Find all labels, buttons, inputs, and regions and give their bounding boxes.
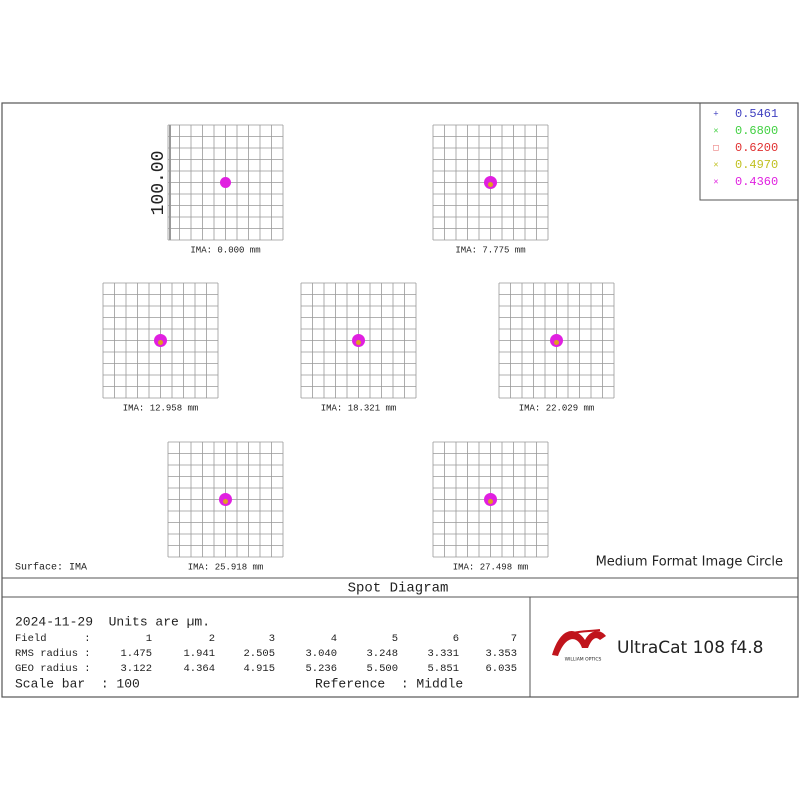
table-cell: 2.505 [243,648,275,660]
table-cell: 5.851 [427,663,459,675]
product-name: UltraCat 108 f4.8 [617,638,763,658]
field-label: IMA: 22.029 mm [519,403,595,413]
field-label: IMA: 18.321 mm [321,403,397,413]
legend-label: 0.6200 [735,141,778,155]
table-cell: 2 [209,633,215,645]
row-label: RMS radius : [15,648,91,660]
logo-brand: WILLIAM OPTICS [565,657,602,663]
surface-label: Surface: IMA [15,562,87,574]
title: Spot Diagram [348,581,449,597]
table-cell: 1.475 [120,648,152,660]
table-cell: 3 [269,633,275,645]
frame [1,102,799,698]
table-cell: 5.500 [366,663,398,675]
legend-symbol: + [713,109,718,119]
spot-core [356,340,361,345]
table-cell: 3.122 [120,663,152,675]
row-label: Field : [15,633,91,645]
table-cell: 5 [392,633,398,645]
table-cell: 6 [453,633,459,645]
legend-label: 0.4360 [735,175,778,189]
table-cell: 1.941 [183,648,215,660]
table-cell: 3.331 [427,648,459,660]
field-label: IMA: 27.498 mm [453,562,529,572]
spot [220,177,231,188]
caption: Medium Format Image Circle [596,555,783,570]
reference-text: Reference : Middle [315,676,463,691]
scale-label: 100.00 [149,151,169,216]
table-cell: 3.353 [485,648,517,660]
legend-label: 0.5461 [735,107,778,121]
spot-core [554,340,559,345]
field-label: IMA: 12.958 mm [123,403,199,413]
legend-box [699,102,799,201]
table-cell: 7 [511,633,517,645]
spot-core [223,499,228,504]
legend-label: 0.4970 [735,158,778,172]
legend-symbol: × [713,160,718,170]
legend-symbol: × [713,177,718,187]
table-cell: 5.236 [305,663,337,675]
row-label: GEO radius : [15,663,91,675]
field-label: IMA: 25.918 mm [188,562,264,572]
spot-core [488,182,493,187]
table-cell: 3.248 [366,648,398,660]
legend-label: 0.6800 [735,124,778,138]
legend-symbol: × [713,126,718,136]
table-cell: 3.040 [305,648,337,660]
date-units: 2024-11-29 Units are µm. [15,614,210,629]
scale-bar-text: Scale bar : 100 [15,676,140,691]
logo-mark [552,629,606,656]
table-cell: 4 [331,633,337,645]
spot-core [158,340,163,345]
table-cell: 4.915 [243,663,275,675]
legend-symbol: □ [713,143,719,153]
spot-core [488,499,493,504]
table-cell: 1 [146,633,152,645]
table-cell: 6.035 [485,663,517,675]
field-label: IMA: 7.775 mm [455,245,525,255]
table-cell: 4.364 [183,663,215,675]
field-label: IMA: 0.000 mm [190,245,260,255]
